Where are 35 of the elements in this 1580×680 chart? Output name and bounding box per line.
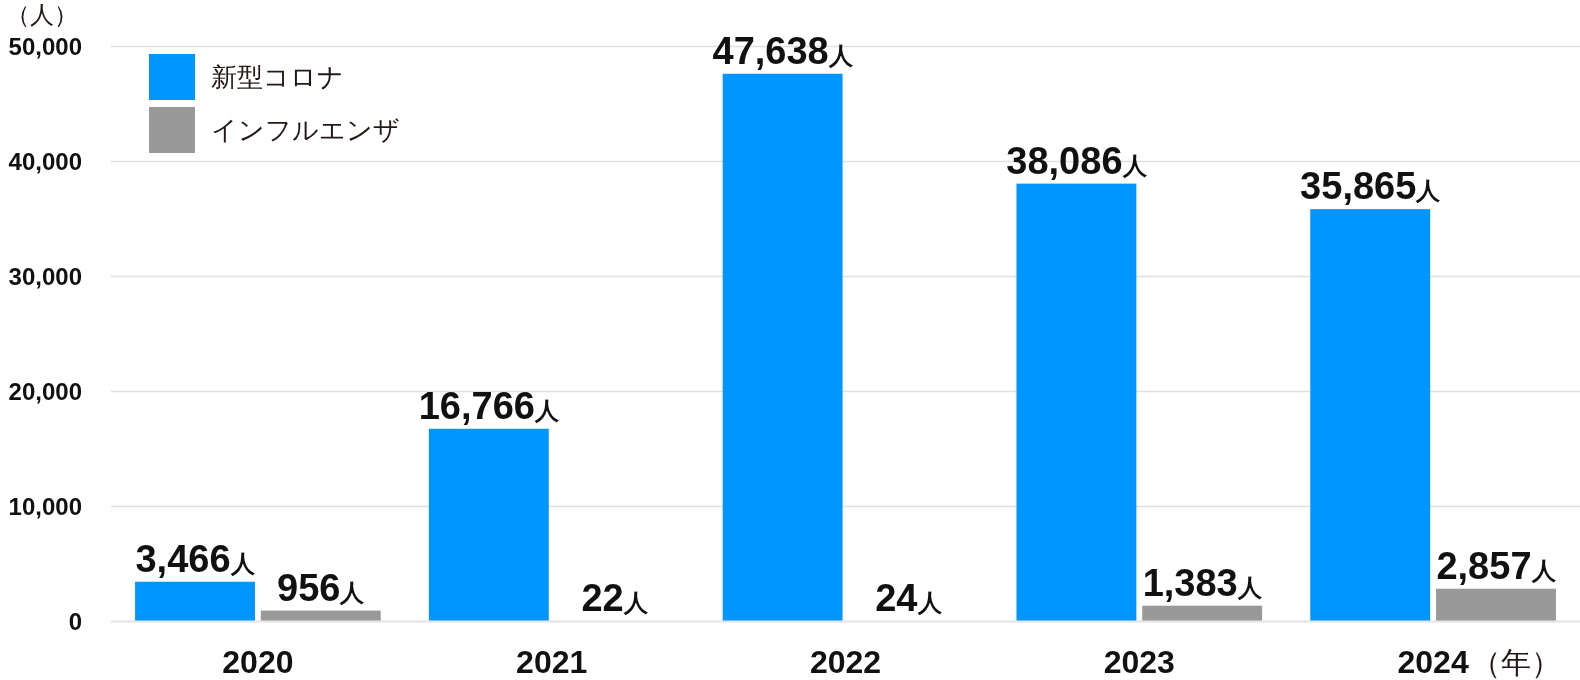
- data-label: 1,383人: [1142, 561, 1263, 604]
- data-label: 16,766人: [418, 384, 560, 427]
- y-tick-label: 30,000: [8, 263, 82, 291]
- y-tick-label: 20,000: [8, 378, 82, 406]
- data-label: 2,857人: [1436, 544, 1557, 587]
- legend-label: インフルエンザ: [211, 115, 400, 145]
- bar: [1016, 183, 1137, 622]
- y-axis-title: （人）: [6, 0, 78, 28]
- y-tick-label: 40,000: [8, 148, 82, 176]
- data-label: 3,466人: [135, 537, 256, 580]
- data-label: 956人: [277, 566, 366, 609]
- legend-label: 新型コロナ: [211, 62, 344, 92]
- data-label: 35,865人: [1300, 165, 1442, 208]
- bar: [135, 581, 255, 622]
- data-label: 47,638人: [712, 29, 854, 72]
- legend-item: インフルエンザ: [149, 107, 400, 153]
- x-axis-title: （年）: [1470, 646, 1561, 679]
- data-label: 24人: [875, 577, 943, 620]
- bar: [1142, 605, 1263, 622]
- y-tick-label: 50,000: [8, 33, 82, 61]
- bar: [1436, 588, 1556, 622]
- bar: [428, 428, 549, 622]
- x-tick-label: 2021: [516, 644, 588, 680]
- bar: [260, 610, 381, 622]
- data-label: 22人: [581, 577, 649, 620]
- x-tick-label: 2023: [1103, 644, 1175, 680]
- data-label: 38,086人: [1006, 139, 1148, 182]
- x-tick-label: 2022: [809, 644, 882, 680]
- legend-item: 新型コロナ: [149, 54, 344, 100]
- bar: [1310, 209, 1431, 622]
- bar: [722, 73, 843, 622]
- y-tick-label: 0: [68, 608, 82, 636]
- x-tick-label: 2024: [1397, 644, 1469, 680]
- x-tick-label: 2020: [222, 644, 294, 680]
- y-tick-label: 10,000: [8, 493, 82, 521]
